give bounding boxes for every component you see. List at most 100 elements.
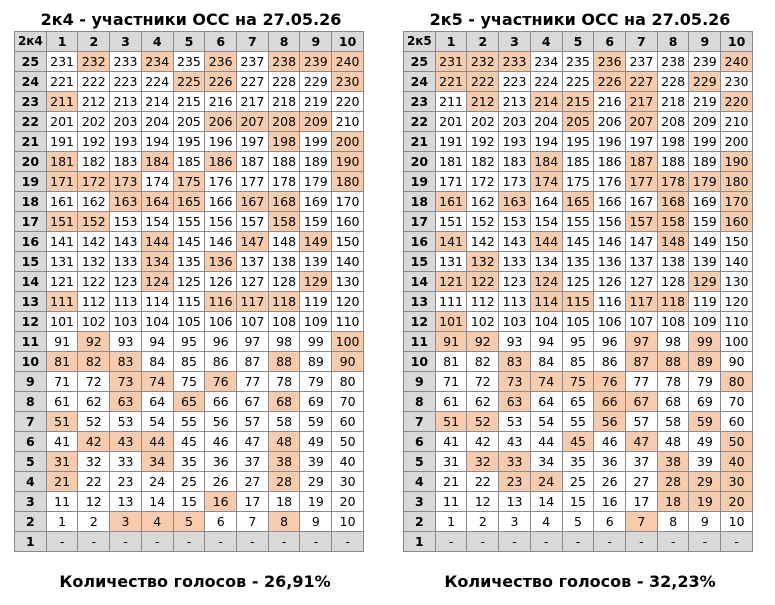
apartment-cell: 156 [204,211,238,232]
apartment-cell: 204 [140,111,174,132]
column-header: 4 [529,31,563,52]
apartment-cell: - [204,531,238,552]
apartment-cell-participant: 168 [656,191,690,212]
apartment-cell: 103 [498,311,531,332]
apartment-cell-participant: 16 [204,491,238,512]
apartment-cell: 239 [688,51,722,72]
apartment-cell: 57 [625,411,658,432]
floor-row: 23 211 212 213 214 215 216 217 218 219 220 [14,91,364,112]
floor-label: 13 [14,291,47,312]
apartment-cell: 64 [529,391,563,412]
apartment-cell: 154 [140,211,174,232]
floor-row: 3 11 12 13 14 15 16 17 18 19 20 [14,491,364,512]
apartment-cell-participant: 117 [236,291,269,312]
floor-label: 4 [403,471,436,492]
apartment-cell: 104 [140,311,174,332]
apartment-cell: 171 [434,171,468,192]
apartment-cell: - [593,531,627,552]
apartment-cell: 94 [529,331,563,352]
floor-label: 11 [403,331,436,352]
apartment-cell: 80 [331,371,364,392]
apartment-cell: 147 [625,231,658,252]
apartment-cell-participant: 90 [331,351,364,372]
apartment-cell: - [331,531,364,552]
apartment-cell: 11 [434,491,468,512]
floor-label: 7 [14,411,47,432]
apartment-cell: 37 [236,451,269,472]
apartment-cell-participant: 89 [688,351,722,372]
apartment-cell: 18 [267,491,301,512]
floor-row: 24 221 222 223 224 225 226 227 228 229 230 [403,71,753,92]
apartment-cell: 151 [434,211,468,232]
apartment-cell: 125 [172,271,206,292]
floor-label: 6 [14,431,47,452]
apartment-cell: 130 [720,271,753,292]
floor-row: 23 211 212 213 214 215 216 217 218 219 220 [403,91,753,112]
apartment-cell: 39 [299,451,333,472]
apartment-cell-participant: 180 [720,171,753,192]
floor-label: 16 [14,231,47,252]
column-header: 1 [434,31,468,52]
apartment-cell-participant: 170 [720,191,753,212]
apartment-cell: 94 [140,331,174,352]
apartment-cell: 93 [498,331,531,352]
right-corner-label: 2к5 [403,31,436,52]
apartment-cell-participant: 180 [331,171,364,192]
apartment-cell: 139 [299,251,333,272]
apartment-cell-participant: 181 [45,151,79,172]
apartment-cell: 101 [45,311,79,332]
apartment-cell: 169 [299,191,333,212]
right-title: 2к5 - участники ОСС на 27.05.26 [429,10,731,29]
apartment-cell-participant: 7 [625,511,658,532]
apartment-cell: 213 [498,91,531,112]
apartment-cell: 162 [77,191,111,212]
apartment-cell-participant: 168 [267,191,301,212]
apartment-cell: 16 [593,491,627,512]
floor-row: 25 231 232 233 234 235 236 237 238 239 240 [403,51,753,72]
apartment-cell-participant: 214 [529,91,563,112]
apartment-cell: 103 [109,311,142,332]
apartment-cell: 209 [688,111,722,132]
apartment-cell-participant: 141 [434,231,468,252]
floor-label: 17 [14,211,47,232]
apartment-cell-participant: 221 [434,71,468,92]
apartment-cell: 53 [498,411,531,432]
apartment-cell-participant: 30 [720,471,753,492]
apartment-cell-participant: 75 [561,371,595,392]
apartment-cell: 141 [45,231,79,252]
apartment-cell: 98 [656,331,690,352]
apartment-cell-participant: 232 [466,51,500,72]
left-grid: 2к4 1 2 3 4 5 6 7 8 9 10 25 231 232 233 234 235 236 237 23… [14,31,364,552]
apartment-cell: 30 [331,471,364,492]
apartment-cell: 203 [498,111,531,132]
apartment-cell: 106 [593,311,627,332]
floor-row: 9 71 72 73 74 75 76 77 78 79 80 [14,371,364,392]
apartment-cell-participant: 152 [77,211,111,232]
apartment-cell: 219 [299,91,333,112]
apartment-cell-participant: 51 [45,411,79,432]
apartment-cell: 25 [172,471,206,492]
apartment-cell-participant: 28 [267,471,301,492]
apartment-cell: 50 [331,431,364,452]
apartment-cell: 189 [299,151,333,172]
apartment-cell: 37 [625,451,658,472]
apartment-cell: - [529,531,563,552]
apartment-cell-participant: 100 [331,331,364,352]
apartment-cell: 148 [267,231,301,252]
apartment-cell: 170 [331,191,364,212]
column-header: 9 [299,31,333,52]
apartment-cell: 95 [172,331,206,352]
apartment-cell-participant: 73 [498,371,531,392]
floor-label: 24 [14,71,47,92]
apartment-cell: 196 [204,131,238,152]
apartment-cell: 120 [331,291,364,312]
apartment-cell: 127 [625,271,658,292]
apartment-cell-participant: 165 [172,191,206,212]
apartment-cell: 105 [561,311,595,332]
apartment-cell: 110 [720,311,753,332]
apartment-cell: 115 [172,291,206,312]
apartment-cell-participant: 23 [498,471,531,492]
apartment-cell-participant: 74 [529,371,563,392]
apartment-cell-participant: 28 [656,471,690,492]
apartment-cell-participant: 88 [267,351,301,372]
